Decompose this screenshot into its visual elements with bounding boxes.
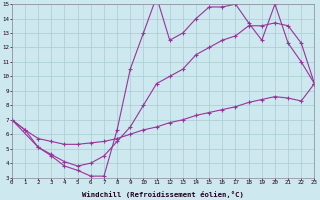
X-axis label: Windchill (Refroidissement éolien,°C): Windchill (Refroidissement éolien,°C)	[82, 191, 244, 198]
